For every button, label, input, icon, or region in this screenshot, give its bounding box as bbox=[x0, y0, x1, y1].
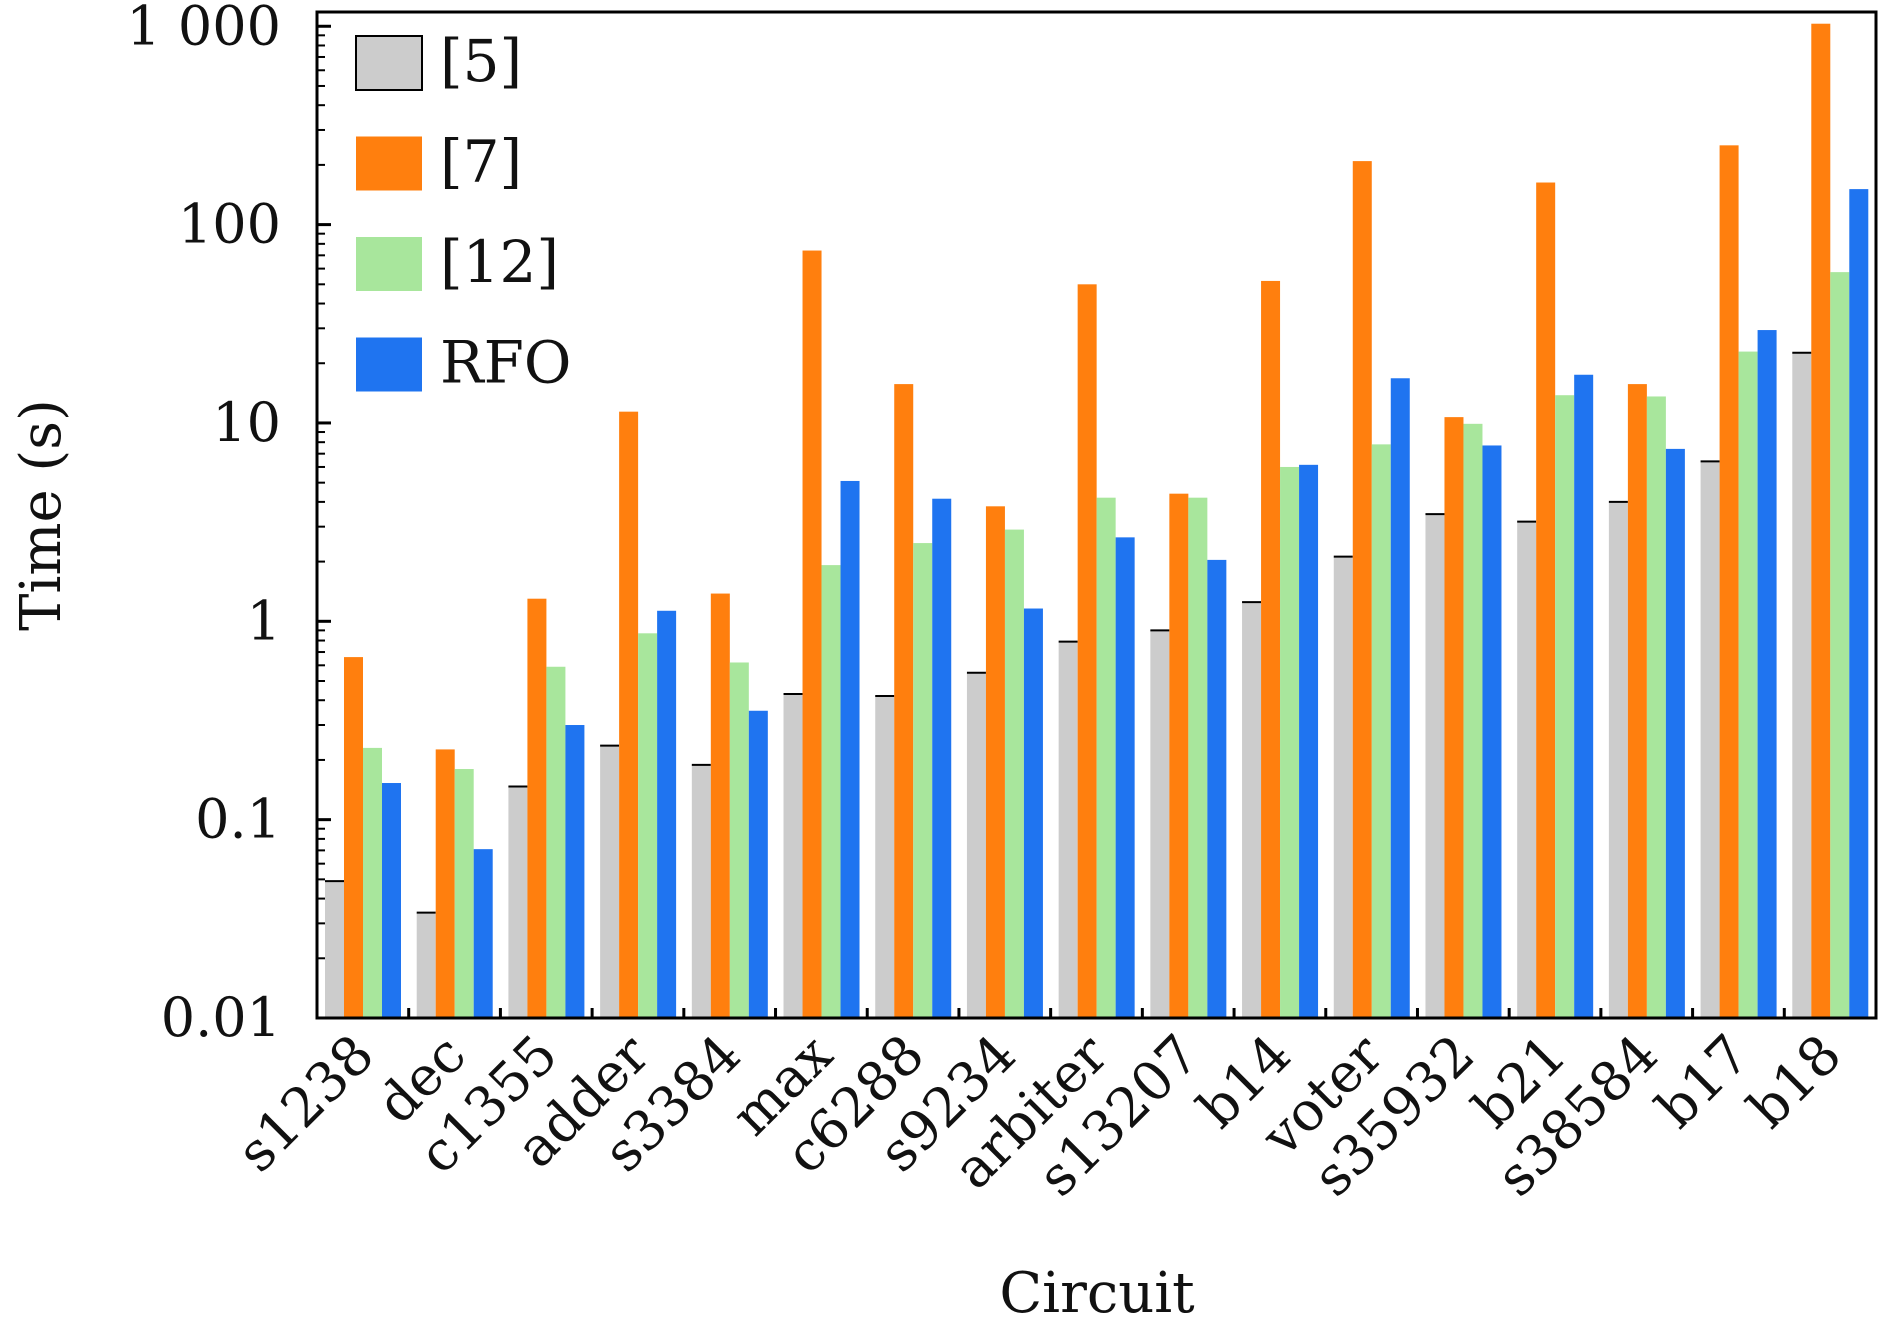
bar-dec-1 bbox=[435, 749, 455, 1018]
bar-b14-0 bbox=[1242, 602, 1262, 1018]
bar-b14-3 bbox=[1299, 464, 1319, 1018]
y-tick-label: 1 bbox=[247, 589, 281, 652]
bar-s9234-3 bbox=[1023, 608, 1043, 1018]
bar-b21-3 bbox=[1574, 374, 1594, 1018]
axes bbox=[315, 10, 1878, 1020]
legend-swatch bbox=[356, 337, 422, 392]
bar-s1238-0 bbox=[325, 881, 344, 1018]
bar-b21-0 bbox=[1517, 521, 1537, 1018]
bar-voter-1 bbox=[1352, 161, 1372, 1019]
bar-b18-1 bbox=[1811, 23, 1831, 1019]
bar-adder-1 bbox=[619, 411, 639, 1019]
y-ticks: 0.01 0.1 1 10 100 1 000 bbox=[126, 0, 331, 1049]
x-axis-label: Circuit bbox=[999, 1261, 1195, 1323]
bar-c1355-2 bbox=[546, 666, 566, 1018]
bar-s3384-3 bbox=[748, 710, 768, 1018]
bar-adder-2 bbox=[638, 633, 658, 1018]
bar-s38584-2 bbox=[1646, 396, 1666, 1018]
bar-voter-2 bbox=[1371, 444, 1391, 1018]
bar-s3384-2 bbox=[729, 662, 749, 1018]
x-tick-label: b18 bbox=[1736, 1023, 1854, 1141]
bar-c1355-1 bbox=[527, 598, 547, 1018]
x-ticks: s1238decc1355adders3384maxc6288s9234arbi… bbox=[225, 1008, 1854, 1208]
bar-max-3 bbox=[840, 480, 860, 1018]
legend-label: RFO bbox=[440, 329, 571, 397]
bar-b17-1 bbox=[1719, 145, 1739, 1018]
bar-arbiter-3 bbox=[1115, 537, 1135, 1018]
bar-s35932-0 bbox=[1425, 514, 1445, 1018]
bar-arbiter-1 bbox=[1077, 284, 1097, 1019]
bar-b17-3 bbox=[1757, 330, 1777, 1019]
bar-voter-3 bbox=[1390, 378, 1410, 1018]
bar-s38584-3 bbox=[1665, 448, 1685, 1018]
bars bbox=[325, 23, 1869, 1019]
bar-dec-0 bbox=[416, 912, 436, 1018]
y-tick-label: 1 000 bbox=[126, 0, 281, 57]
bar-s35932-3 bbox=[1482, 445, 1502, 1018]
bar-s1238-3 bbox=[382, 783, 401, 1018]
bar-b21-1 bbox=[1536, 182, 1556, 1019]
y-tick-label: 0.01 bbox=[161, 986, 281, 1049]
y-axis-label: Time (s) bbox=[9, 399, 74, 631]
bar-max-1 bbox=[802, 250, 822, 1019]
bar-c6288-3 bbox=[932, 498, 952, 1018]
bar-dec-3 bbox=[473, 849, 493, 1018]
bar-s35932-2 bbox=[1463, 423, 1483, 1018]
bar-s38584-0 bbox=[1608, 501, 1628, 1019]
bar-c6288-1 bbox=[894, 384, 914, 1018]
bar-b21-2 bbox=[1555, 395, 1575, 1018]
bar-c6288-0 bbox=[875, 696, 895, 1018]
bar-b18-2 bbox=[1830, 272, 1850, 1018]
bar-b18-3 bbox=[1849, 189, 1869, 1019]
bar-max-0 bbox=[783, 694, 803, 1018]
bar-dec-2 bbox=[454, 769, 474, 1018]
bar-c1355-3 bbox=[565, 725, 585, 1018]
y-tick-label: 10 bbox=[212, 391, 281, 454]
bar-s3384-1 bbox=[710, 593, 730, 1018]
bar-s13207-2 bbox=[1188, 497, 1208, 1019]
legend: [5] [7] [12] RFO bbox=[355, 27, 571, 397]
bar-s9234-0 bbox=[966, 672, 986, 1018]
x-tick-label: b17 bbox=[1644, 1023, 1762, 1141]
legend-swatch bbox=[356, 136, 422, 191]
bar-c6288-2 bbox=[913, 543, 933, 1018]
bar-c1355-0 bbox=[508, 786, 528, 1018]
bar-s1238-2 bbox=[363, 747, 382, 1018]
bar-voter-0 bbox=[1333, 556, 1353, 1018]
legend-swatch bbox=[355, 35, 423, 91]
bar-s13207-1 bbox=[1169, 493, 1189, 1018]
bar-s3384-0 bbox=[691, 764, 711, 1018]
y-tick-label: 100 bbox=[178, 193, 281, 256]
bar-s13207-0 bbox=[1150, 630, 1170, 1018]
bar-max-2 bbox=[821, 565, 841, 1018]
legend-label: [5] bbox=[440, 27, 522, 95]
bar-b17-2 bbox=[1738, 351, 1758, 1018]
bar-s1238-1 bbox=[344, 657, 363, 1018]
bar-s13207-3 bbox=[1207, 559, 1227, 1018]
bar-s9234-1 bbox=[985, 506, 1005, 1018]
bar-b14-2 bbox=[1280, 466, 1300, 1018]
bar-adder-0 bbox=[600, 745, 620, 1018]
legend-label: [12] bbox=[440, 228, 559, 296]
bar-arbiter-2 bbox=[1096, 497, 1116, 1019]
bar-adder-3 bbox=[657, 610, 677, 1018]
legend-swatch bbox=[356, 237, 422, 291]
bar-s9234-2 bbox=[1004, 529, 1024, 1018]
y-tick-label: 0.1 bbox=[195, 788, 281, 851]
bar-arbiter-0 bbox=[1058, 641, 1078, 1018]
plot-frame bbox=[315, 10, 1878, 1020]
bar-s35932-1 bbox=[1444, 417, 1464, 1019]
bar-s38584-1 bbox=[1627, 384, 1647, 1018]
bar-b14-1 bbox=[1261, 280, 1281, 1018]
bar-b18-0 bbox=[1792, 352, 1812, 1018]
legend-label: [7] bbox=[440, 128, 522, 196]
bar-b17-0 bbox=[1700, 461, 1720, 1018]
